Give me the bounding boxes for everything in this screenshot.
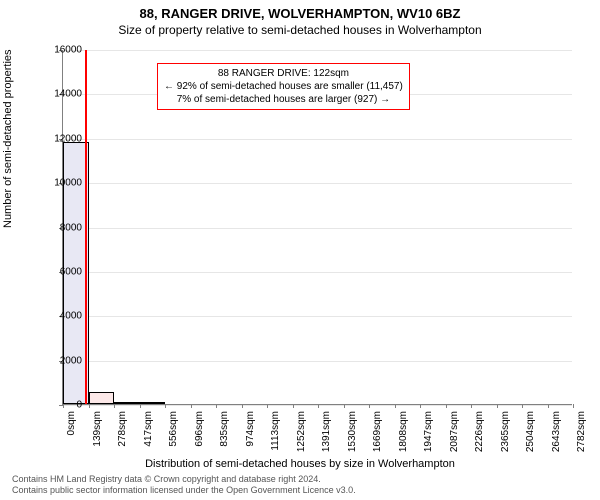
- gridline: [63, 50, 572, 51]
- xtick-mark: [471, 404, 472, 408]
- xtick-label: 1252sqm: [296, 411, 307, 452]
- info-line-3: 7% of semi-detached houses are larger (9…: [164, 93, 403, 106]
- ytick-label: 14000: [42, 89, 82, 100]
- xtick-mark: [548, 404, 549, 408]
- xtick-mark: [114, 404, 115, 408]
- x-axis-label: Distribution of semi-detached houses by …: [0, 458, 600, 470]
- xtick-label: 556sqm: [168, 411, 179, 447]
- xtick-mark: [318, 404, 319, 408]
- info-line-1: 88 RANGER DRIVE: 122sqm: [164, 67, 403, 80]
- xtick-mark: [293, 404, 294, 408]
- bar: [140, 402, 166, 404]
- xtick-mark: [191, 404, 192, 408]
- xtick-label: 1808sqm: [398, 411, 409, 452]
- xtick-mark: [165, 404, 166, 408]
- xtick-mark: [344, 404, 345, 408]
- info-box: 88 RANGER DRIVE: 122sqm ← 92% of semi-de…: [157, 63, 410, 110]
- gridline: [63, 228, 572, 229]
- ytick-label: 12000: [42, 133, 82, 144]
- y-axis-label: Number of semi-detached properties: [2, 49, 14, 228]
- ytick-label: 2000: [42, 355, 82, 366]
- xtick-label: 2643sqm: [551, 411, 562, 452]
- ytick-label: 6000: [42, 266, 82, 277]
- xtick-mark: [216, 404, 217, 408]
- xtick-label: 139sqm: [92, 411, 103, 447]
- page-title: 88, RANGER DRIVE, WOLVERHAMPTON, WV10 6B…: [0, 0, 600, 21]
- info-line-2: ← 92% of semi-detached houses are smalle…: [164, 80, 403, 93]
- ytick-label: 10000: [42, 178, 82, 189]
- xtick-label: 1530sqm: [347, 411, 358, 452]
- gridline: [63, 316, 572, 317]
- gridline: [63, 361, 572, 362]
- xtick-mark: [89, 404, 90, 408]
- marker-line: [85, 50, 87, 404]
- attribution-line-2: Contains public sector information licen…: [12, 485, 356, 496]
- xtick-label: 835sqm: [219, 411, 230, 447]
- xtick-mark: [267, 404, 268, 408]
- xtick-label: 1391sqm: [321, 411, 332, 452]
- xtick-mark: [522, 404, 523, 408]
- xtick-mark: [446, 404, 447, 408]
- xtick-mark: [420, 404, 421, 408]
- bar: [89, 392, 115, 404]
- xtick-label: 974sqm: [245, 411, 256, 447]
- xtick-label: 417sqm: [143, 411, 154, 447]
- ytick-label: 8000: [42, 222, 82, 233]
- ytick-label: 4000: [42, 311, 82, 322]
- xtick-mark: [369, 404, 370, 408]
- xtick-mark: [140, 404, 141, 408]
- gridline: [63, 183, 572, 184]
- attribution: Contains HM Land Registry data © Crown c…: [12, 474, 356, 496]
- xtick-label: 696sqm: [194, 411, 205, 447]
- gridline: [63, 139, 572, 140]
- ytick-label: 0: [42, 400, 82, 411]
- bar: [114, 402, 140, 404]
- xtick-label: 1669sqm: [372, 411, 383, 452]
- xtick-label: 1947sqm: [423, 411, 434, 452]
- xtick-label: 2504sqm: [525, 411, 536, 452]
- chart: 88 RANGER DRIVE: 122sqm ← 92% of semi-de…: [62, 50, 572, 405]
- xtick-mark: [242, 404, 243, 408]
- xtick-label: 2226sqm: [474, 411, 485, 452]
- xtick-mark: [395, 404, 396, 408]
- xtick-label: 278sqm: [117, 411, 128, 447]
- xtick-mark: [573, 404, 574, 408]
- xtick-label: 2782sqm: [576, 411, 587, 452]
- xtick-mark: [497, 404, 498, 408]
- attribution-line-1: Contains HM Land Registry data © Crown c…: [12, 474, 356, 485]
- ytick-label: 16000: [42, 45, 82, 56]
- xtick-label: 2087sqm: [449, 411, 460, 452]
- xtick-label: 0sqm: [66, 411, 77, 435]
- page-subtitle: Size of property relative to semi-detach…: [0, 23, 600, 37]
- gridline: [63, 272, 572, 273]
- xtick-label: 2365sqm: [500, 411, 511, 452]
- xtick-label: 1113sqm: [270, 411, 281, 451]
